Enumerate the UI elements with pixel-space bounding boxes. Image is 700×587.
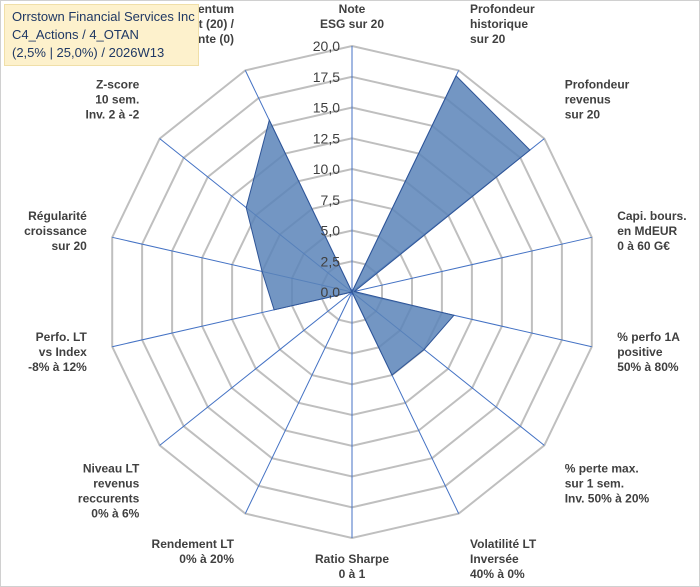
- tick-label: 7,5: [321, 192, 341, 208]
- portfolio-name: C4_Actions / 4_OTAN: [12, 27, 139, 42]
- category-label: Z-score 10 sem. Inv. 2 à -2: [85, 77, 139, 121]
- tick-label: 17,5: [313, 69, 340, 85]
- category-label-line: 40% à 0%: [470, 567, 525, 581]
- category-label-line: Capi. bours.: [617, 209, 686, 223]
- category-label-line: sur 20: [51, 239, 87, 253]
- category-label-line: revenus: [565, 92, 611, 106]
- tick-label: 5,0: [321, 223, 341, 239]
- category-label-line: 0 à 60 G€: [617, 239, 670, 253]
- category-label: Profondeur historique sur 20: [470, 2, 535, 46]
- category-label-line: Inv. 50% à 20%: [565, 492, 650, 506]
- tick-label: 2,5: [321, 253, 341, 269]
- category-label: % perfo 1A positive 50% à 80%: [617, 330, 680, 374]
- tick-label: 0,0: [321, 284, 341, 300]
- category-label-line: revenus: [93, 477, 139, 491]
- category-label-line: Note: [339, 2, 366, 16]
- category-label-line: vs Index: [39, 345, 87, 359]
- category-label-line: ESG sur 20: [320, 17, 384, 31]
- category-label-line: Z-score: [96, 77, 140, 91]
- category-label-line: % perfo 1A: [617, 330, 680, 344]
- tick-label: 10,0: [313, 161, 340, 177]
- category-label-line: Ratio Sharpe: [315, 552, 389, 566]
- category-label-line: Inv. 2 à -2: [85, 107, 139, 121]
- category-label: Profondeur revenus sur 20: [565, 77, 630, 121]
- category-label-line: sur 1 sem.: [565, 477, 624, 491]
- category-label-line: sur 20: [565, 107, 601, 121]
- category-label: Régularité croissance sur 20: [24, 209, 87, 253]
- category-label-line: Perfo. LT: [36, 330, 88, 344]
- spoke: [159, 291, 353, 446]
- category-label-line: sur 20: [470, 32, 506, 46]
- category-label: Perfo. LT vs Index -8% à 12%: [28, 330, 87, 374]
- series-area: [245, 75, 531, 376]
- category-label: % perte max. sur 1 sem. Inv. 50% à 20%: [565, 462, 650, 506]
- category-label-line: -8% à 12%: [28, 360, 87, 374]
- tick-label: 20,0: [313, 38, 340, 54]
- category-label-line: Profondeur: [470, 2, 535, 16]
- chart-header: Orrstown Financial Services Inc C4_Actio…: [4, 4, 199, 66]
- category-label: Ratio Sharpe 0 à 1: [315, 552, 389, 581]
- radar-tick-labels: 0,0 2,5 5,0 7,5 10,0 12,5 15,0 17,5 20,0: [313, 38, 340, 300]
- category-label-line: Rendement LT: [152, 537, 235, 551]
- category-label-line: reccurents: [78, 492, 140, 506]
- category-label: Note ESG sur 20: [320, 2, 384, 31]
- category-label-line: 0 à 1: [339, 567, 366, 581]
- tick-label: 12,5: [313, 130, 340, 146]
- chart-params: (2,5% | 25,0%) / 2026W13: [12, 45, 165, 60]
- category-label: Niveau LT revenus reccurents 0% à 6%: [78, 462, 140, 521]
- category-label-line: Inversée: [470, 552, 519, 566]
- spoke: [244, 291, 353, 514]
- category-label-line: croissance: [24, 224, 87, 238]
- category-label-line: en MdEUR: [617, 224, 677, 238]
- category-label-line: 10 sem.: [95, 92, 139, 106]
- radar-series: [245, 75, 531, 376]
- category-label-line: Régularité: [28, 209, 87, 223]
- category-label: Rendement LT 0% à 20%: [152, 537, 235, 566]
- category-label-line: positive: [617, 345, 663, 359]
- spoke: [351, 236, 592, 293]
- category-label-line: 50% à 80%: [617, 360, 679, 374]
- category-label-line: 0% à 6%: [91, 507, 139, 521]
- category-label-line: % perte max.: [565, 462, 639, 476]
- category-label-line: Niveau LT: [83, 462, 140, 476]
- company-name: Orrstown Financial Services Inc: [12, 9, 195, 24]
- category-label-line: 0% à 20%: [179, 552, 234, 566]
- category-label-line: historique: [470, 17, 528, 31]
- category-label-line: Volatilité LT: [470, 537, 537, 551]
- category-label-line: Profondeur: [565, 77, 630, 91]
- tick-label: 15,0: [313, 100, 340, 116]
- category-label: Capi. bours. en MdEUR 0 à 60 G€: [617, 209, 686, 253]
- category-label: Volatilité LT Inversée 40% à 0%: [470, 537, 537, 581]
